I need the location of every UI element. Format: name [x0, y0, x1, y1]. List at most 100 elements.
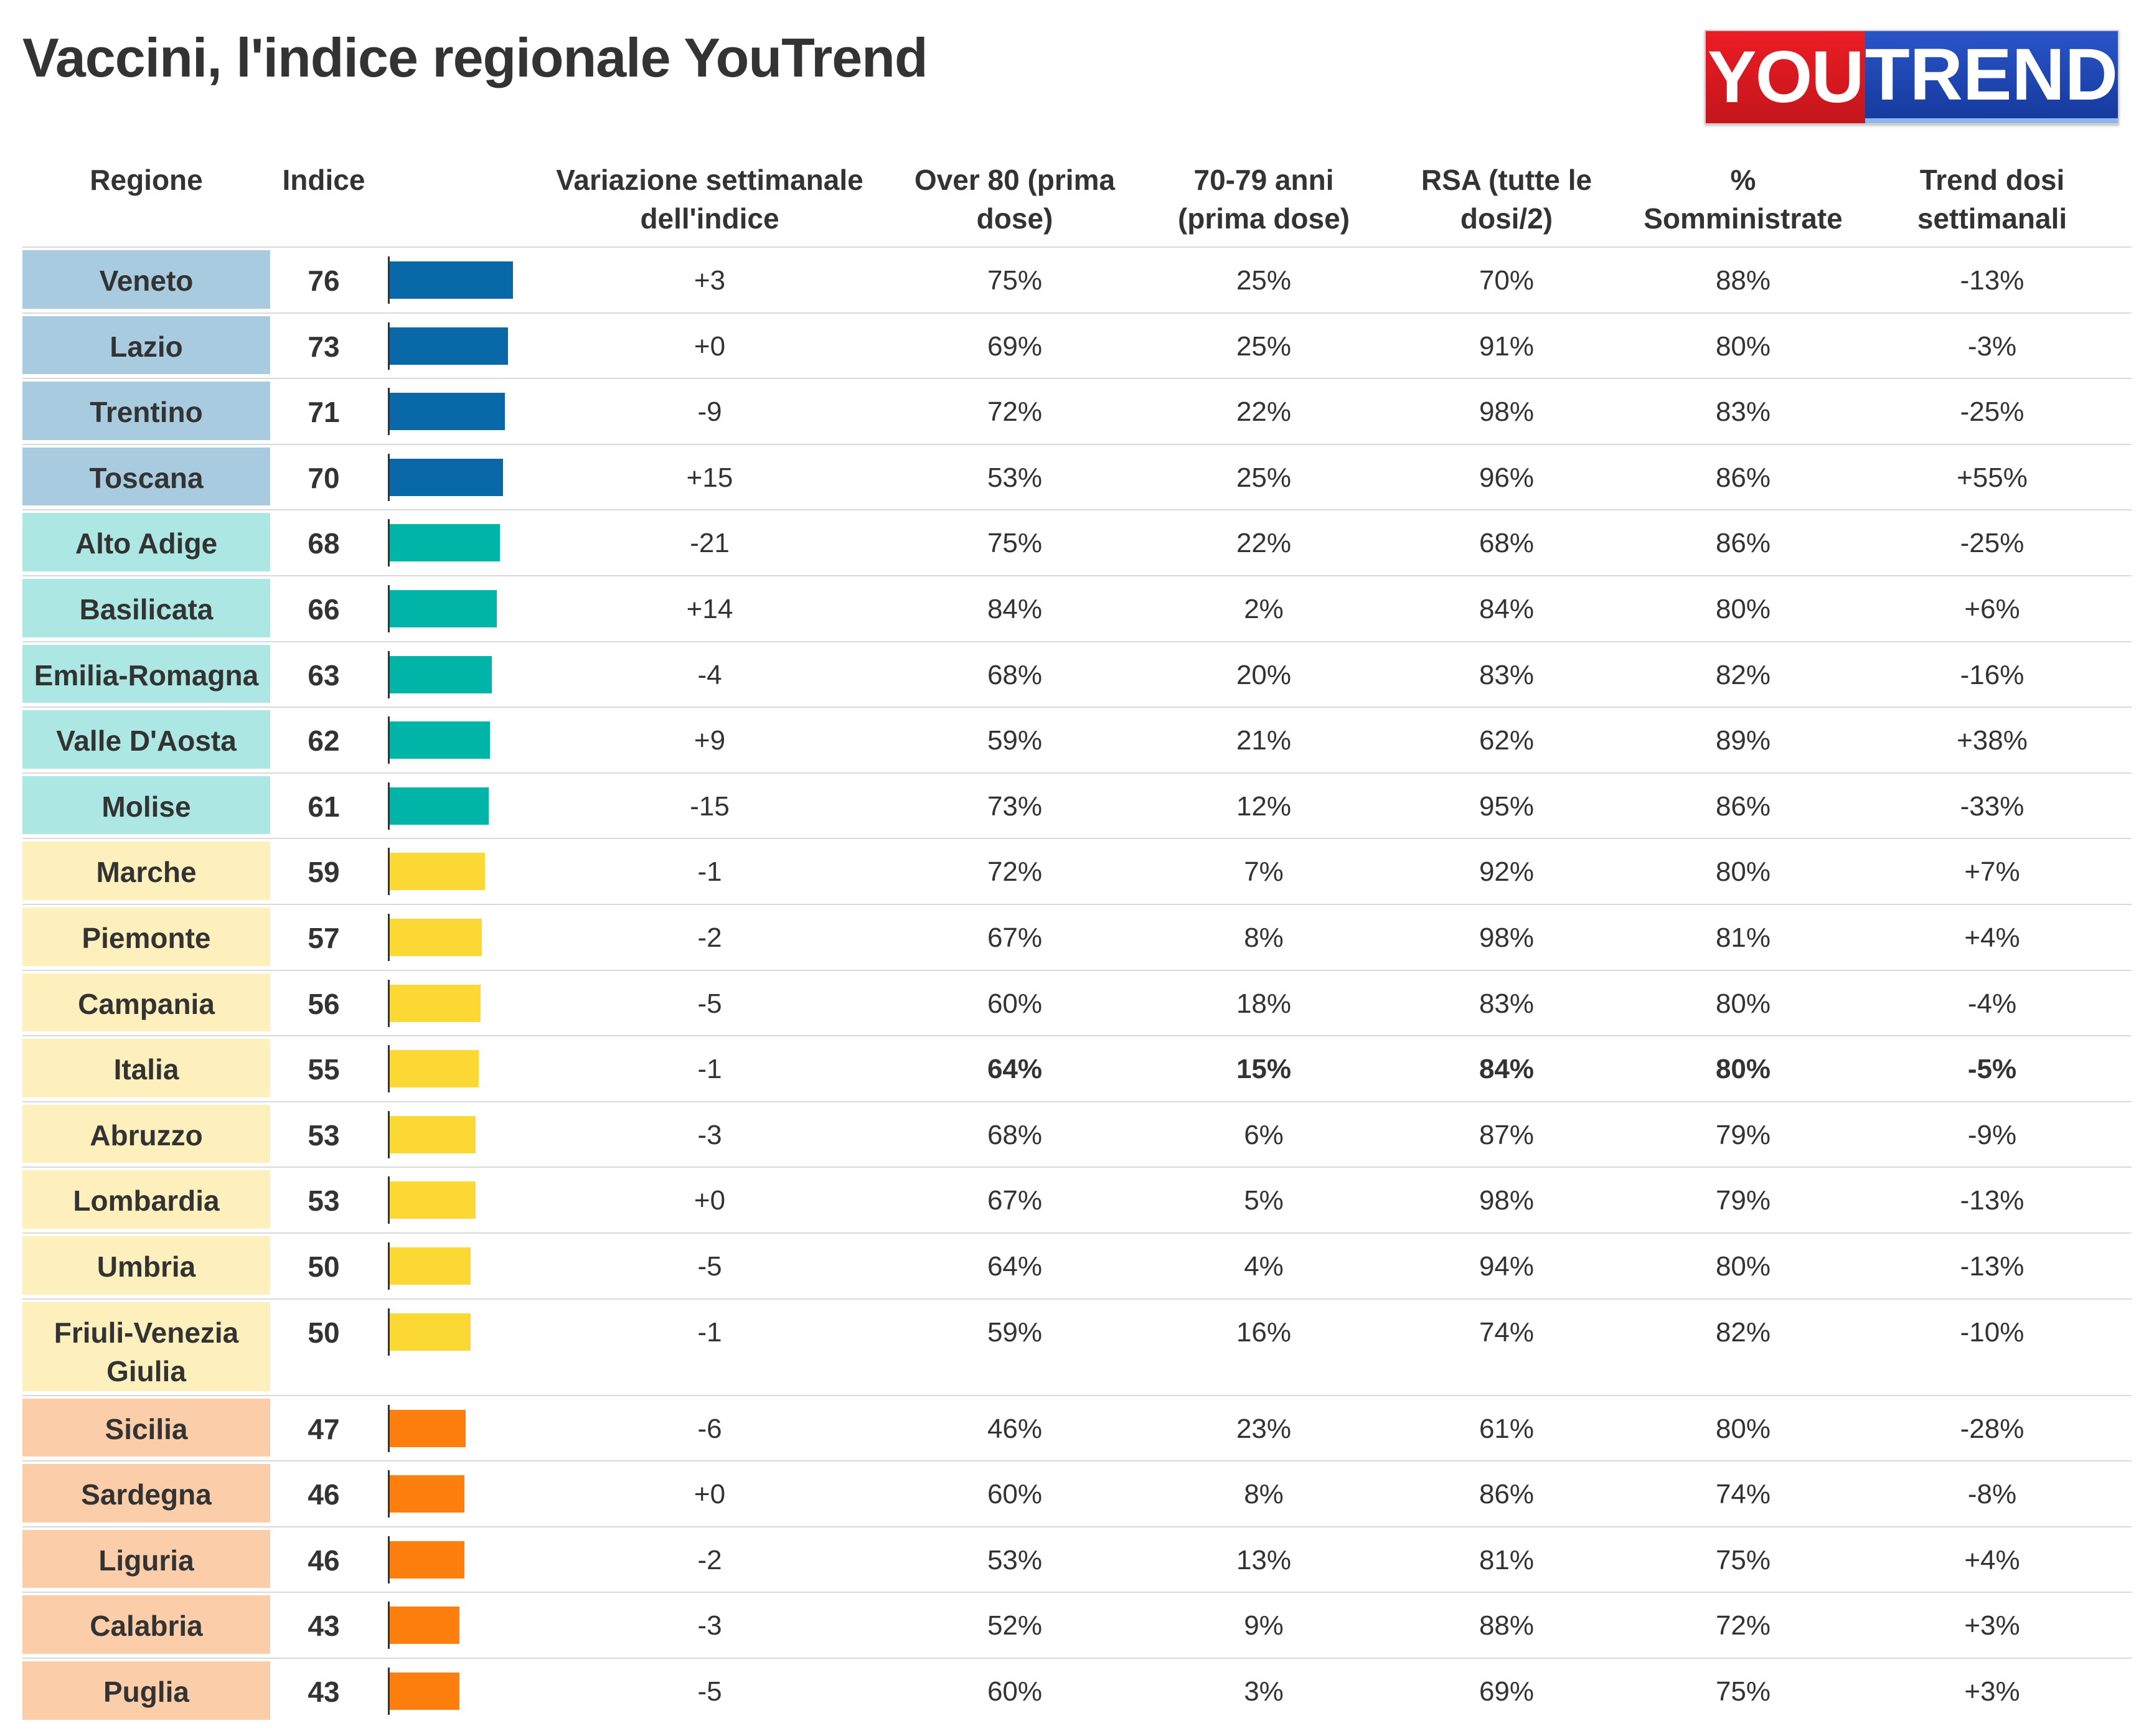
table-row: Lombardia 53 +0 67% 5% 98% 79% -13%	[22, 1166, 2132, 1234]
bar-axis	[388, 1404, 390, 1452]
rsa-value: 68%	[1479, 528, 1535, 559]
chart-title: Vaccini, l'indice regionale YouTrend	[22, 27, 928, 88]
rsa-value: 74%	[1479, 1316, 1535, 1348]
somministrate-value: 80%	[1715, 331, 1771, 362]
index-bar	[390, 1115, 476, 1153]
index-bar	[390, 787, 489, 825]
trend-value: -25%	[1960, 528, 2025, 559]
index-bar	[390, 393, 505, 431]
table-row: Lazio 73 +0 69% 25% 91% 80% -3%	[22, 312, 2132, 380]
anni7079-value: 22%	[1236, 528, 1292, 559]
variazione-value: +0	[694, 1185, 726, 1216]
somministrate-value: 82%	[1715, 1316, 1771, 1348]
header-trend: Trend dosi settimanali	[1917, 164, 2067, 235]
anni7079-value: 22%	[1236, 396, 1292, 428]
table-row: Veneto 76 +3 75% 25% 70% 88% -13%	[22, 246, 2132, 314]
region-name: Toscana	[22, 447, 270, 506]
rsa-value: 83%	[1479, 988, 1535, 1019]
index-value: 50	[308, 1250, 340, 1283]
region-name: Lazio	[22, 316, 270, 375]
header-somministrate: % Somministrate	[1644, 164, 1843, 235]
trend-value: -9%	[1967, 1119, 2017, 1150]
rsa-value: 69%	[1479, 1676, 1535, 1707]
variazione-value: +15	[686, 462, 733, 493]
trend-value: -10%	[1960, 1316, 2025, 1348]
trend-value: -3%	[1967, 331, 2017, 362]
region-name: Liguria	[22, 1529, 270, 1588]
index-bar	[390, 1541, 464, 1579]
over80-value: 73%	[987, 791, 1043, 822]
over80-value: 68%	[987, 1119, 1043, 1150]
index-value: 57	[308, 922, 340, 954]
somministrate-value: 79%	[1715, 1185, 1771, 1216]
anni7079-value: 20%	[1236, 659, 1292, 690]
region-name: Alto Adige	[22, 513, 270, 571]
bar-axis	[388, 914, 390, 961]
index-value: 61	[308, 790, 340, 823]
region-name: Sardegna	[22, 1464, 270, 1523]
index-bar	[390, 1409, 466, 1447]
variazione-value: +14	[686, 594, 733, 624]
bar-axis	[388, 1602, 390, 1649]
bar-axis	[388, 388, 390, 436]
table-row: Liguria 46 -2 53% 13% 81% 75% +4%	[22, 1526, 2132, 1593]
somministrate-value: 75%	[1715, 1544, 1771, 1575]
index-value: 68	[308, 527, 340, 560]
trend-value: +3%	[1964, 1676, 2020, 1707]
anni7079-value: 8%	[1244, 922, 1284, 953]
index-value: 71	[308, 396, 340, 429]
index-value: 46	[308, 1544, 340, 1577]
bar-axis	[388, 650, 390, 698]
somministrate-value: 74%	[1715, 1479, 1771, 1510]
trend-value: -28%	[1960, 1413, 2025, 1444]
rsa-value: 98%	[1479, 396, 1535, 428]
rsa-value: 84%	[1479, 1054, 1535, 1085]
index-bar	[390, 919, 482, 956]
somministrate-value: 80%	[1715, 1054, 1771, 1085]
somministrate-value: 88%	[1715, 265, 1771, 296]
table-row: Puglia 43 -5 60% 3% 69% 75% +3%	[22, 1658, 2132, 1725]
somministrate-value: 80%	[1715, 1251, 1771, 1282]
variazione-value: -4	[697, 659, 722, 690]
bar-axis	[388, 1242, 390, 1290]
variazione-value: -5	[697, 988, 722, 1019]
index-bar	[390, 655, 492, 693]
trend-value: +4%	[1964, 1544, 2020, 1575]
anni7079-value: 23%	[1236, 1413, 1292, 1444]
header-regione: Regione	[90, 164, 203, 196]
table-row: Abruzzo 53 -3 68% 6% 87% 79% -9%	[22, 1100, 2132, 1168]
variazione-value: -1	[697, 856, 722, 888]
index-value: 76	[308, 265, 340, 297]
anni7079-value: 18%	[1236, 988, 1292, 1019]
trend-value: +4%	[1964, 922, 2020, 953]
header-over80: Over 80 (prima dose)	[914, 164, 1116, 235]
region-name: Marche	[22, 842, 270, 900]
bar-axis	[388, 1470, 390, 1518]
variazione-value: -21	[690, 528, 730, 559]
somministrate-value: 75%	[1715, 1676, 1771, 1707]
somministrate-value: 86%	[1715, 462, 1771, 493]
index-value: 55	[308, 1053, 340, 1086]
rsa-value: 62%	[1479, 725, 1535, 756]
trend-value: -13%	[1960, 265, 2025, 296]
table-row: Valle D'Aosta 62 +9 59% 21% 62% 89% +38%	[22, 706, 2132, 774]
trend-value: +3%	[1964, 1610, 2020, 1641]
table-row: Trentino 71 -9 72% 22% 98% 83% -25%	[22, 378, 2132, 445]
trend-value: -13%	[1960, 1185, 2025, 1216]
anni7079-value: 12%	[1236, 791, 1292, 822]
trend-value: +7%	[1964, 856, 2020, 888]
variazione-value: +9	[694, 725, 726, 756]
anni7079-value: 25%	[1236, 265, 1292, 296]
variazione-value: -6	[697, 1413, 722, 1444]
variazione-value: -1	[697, 1316, 722, 1348]
index-bar	[390, 1181, 476, 1219]
youtrend-logo: YOU TREND	[1705, 30, 2119, 124]
variazione-value: -1	[697, 1054, 722, 1085]
index-bar	[390, 524, 500, 562]
table-row: Sardegna 46 +0 60% 8% 86% 74% -8%	[22, 1460, 2132, 1527]
region-name: Trentino	[22, 382, 270, 440]
anni7079-value: 3%	[1244, 1676, 1284, 1707]
variazione-value: +0	[694, 1479, 726, 1510]
index-bar	[390, 261, 513, 299]
over80-value: 64%	[987, 1251, 1043, 1282]
